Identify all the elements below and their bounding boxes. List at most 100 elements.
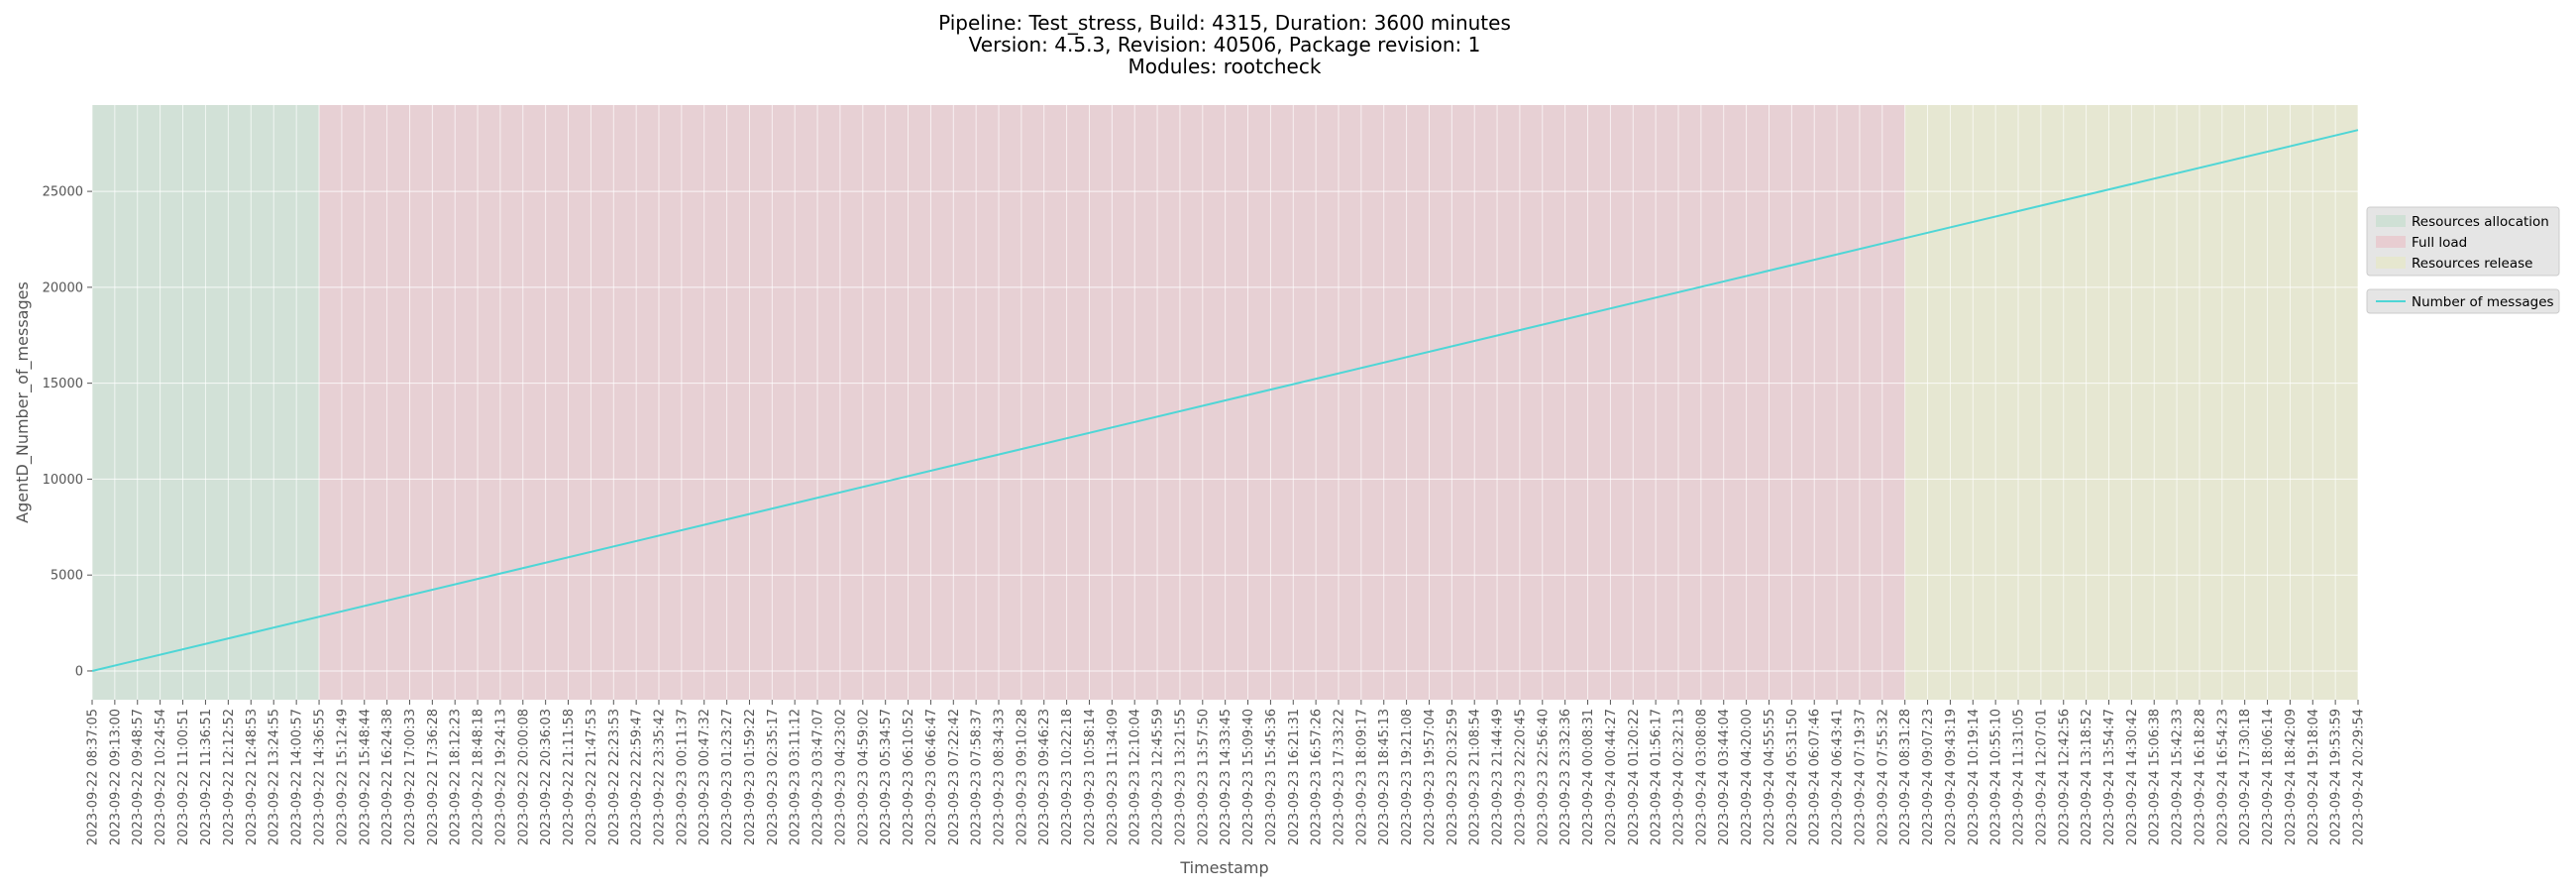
x-tick-label: 2023-09-23 23:32:36 — [1558, 709, 1573, 845]
x-tick-label: 2023-09-23 07:22:42 — [947, 709, 962, 845]
x-tick-label: 2023-09-23 00:11:37 — [675, 709, 690, 845]
x-tick-label: 2023-09-22 20:00:08 — [516, 709, 531, 845]
grid-lines — [91, 105, 2359, 700]
x-tick-label: 2023-09-22 14:00:57 — [290, 709, 305, 845]
x-tick-label: 2023-09-22 13:24:55 — [268, 709, 282, 845]
x-tick-label: 2023-09-23 09:10:28 — [1015, 709, 1029, 845]
x-tick-label: 2023-09-22 11:36:51 — [199, 709, 214, 845]
x-tick-label: 2023-09-23 04:23:02 — [833, 709, 848, 845]
x-tick-label: 2023-09-22 11:00:51 — [176, 709, 191, 845]
x-tick-label: 2023-09-23 18:45:13 — [1377, 709, 1392, 845]
x-tick-label: 2023-09-22 15:12:49 — [335, 709, 350, 845]
legend-phase-swatch — [2376, 257, 2406, 269]
series-line — [91, 129, 2359, 672]
x-tick-label: 2023-09-23 11:34:09 — [1106, 709, 1121, 845]
y-tick-label: 0 — [75, 664, 83, 679]
legend-series: Number of messages — [2366, 288, 2560, 314]
x-tick-label: 2023-09-23 03:11:12 — [789, 709, 804, 845]
x-tick-label: 2023-09-23 15:09:40 — [1241, 709, 1256, 845]
x-tick-label: 2023-09-24 20:29:54 — [2352, 709, 2367, 845]
y-axis-label: AgentD_Number_of_messages — [13, 281, 33, 523]
x-tick-label: 2023-09-24 02:32:13 — [1672, 709, 1687, 845]
x-tick-label: 2023-09-24 10:19:14 — [1967, 709, 1982, 845]
legend-phase-label: Full load — [2412, 235, 2467, 251]
x-tick-label: 2023-09-23 21:08:54 — [1468, 709, 1483, 845]
x-tick-label: 2023-09-22 09:13:00 — [108, 709, 123, 845]
x-tick-label: 2023-09-23 14:33:45 — [1219, 709, 1234, 845]
x-tick-label: 2023-09-23 10:58:14 — [1083, 709, 1098, 845]
x-tick-label: 2023-09-24 14:30:42 — [2125, 709, 2140, 845]
x-tick-label: 2023-09-22 16:24:38 — [380, 709, 395, 845]
x-tick-label: 2023-09-24 15:42:33 — [2171, 709, 2186, 845]
x-tick-label: 2023-09-23 08:34:33 — [993, 709, 1008, 845]
x-tick-label: 2023-09-22 21:11:58 — [562, 709, 577, 845]
x-tick-label: 2023-09-22 20:36:03 — [539, 709, 554, 845]
x-tick-label: 2023-09-23 19:21:08 — [1400, 709, 1415, 845]
x-tick-label: 2023-09-24 04:55:55 — [1763, 709, 1777, 845]
x-tick-label: 2023-09-23 12:10:04 — [1128, 709, 1143, 845]
x-tick-label: 2023-09-22 18:12:23 — [449, 709, 464, 845]
x-tick-label: 2023-09-23 05:34:57 — [879, 709, 894, 845]
x-tick-label: 2023-09-23 09:46:23 — [1037, 709, 1052, 845]
x-tick-label: 2023-09-24 01:20:22 — [1627, 709, 1642, 845]
x-tick-label: 2023-09-22 17:00:33 — [403, 709, 418, 845]
x-tick-label: 2023-09-23 06:46:47 — [924, 709, 939, 845]
x-tick-label: 2023-09-24 01:56:17 — [1650, 709, 1664, 845]
legend-phase-label: Resources release — [2412, 256, 2532, 272]
x-tick-label: 2023-09-24 13:18:52 — [2080, 709, 2094, 845]
x-tick-label: 2023-09-23 03:47:07 — [811, 709, 826, 845]
y-tick-label: 15000 — [43, 377, 83, 391]
y-tick-label: 25000 — [43, 185, 83, 200]
x-tick-label: 2023-09-23 16:57:26 — [1310, 709, 1325, 845]
x-tick-label: 2023-09-23 10:22:18 — [1060, 709, 1075, 845]
chart-title-line: Pipeline: Test_stress, Build: 4315, Dura… — [938, 11, 1511, 35]
x-tick-label: 2023-09-22 22:59:47 — [630, 709, 645, 845]
chart-title-line: Version: 4.5.3, Revision: 40506, Package… — [969, 33, 1481, 56]
x-tick-label: 2023-09-24 06:43:41 — [1831, 709, 1846, 845]
x-tick-label: 2023-09-24 12:42:56 — [2057, 709, 2072, 845]
x-tick-label: 2023-09-22 18:48:18 — [472, 709, 486, 845]
x-tick-label: 2023-09-23 04:59:02 — [856, 709, 871, 845]
legend-phases: Resources allocation Full load Resources r… — [2366, 206, 2560, 277]
x-tick-label: 2023-09-22 14:36:55 — [313, 709, 328, 845]
x-tick-label: 2023-09-24 17:30:18 — [2238, 709, 2253, 845]
x-tick-label: 2023-09-22 12:48:53 — [245, 709, 260, 845]
x-tick-label: 2023-09-22 10:24:54 — [154, 709, 168, 845]
x-tick-label: 2023-09-24 03:08:08 — [1694, 709, 1709, 845]
x-tick-label: 2023-09-23 20:32:59 — [1446, 709, 1460, 845]
x-tick-label: 2023-09-23 12:45:59 — [1151, 709, 1166, 845]
x-tick-label: 2023-09-24 03:44:04 — [1717, 709, 1732, 845]
y-tick-label: 20000 — [43, 280, 83, 295]
x-tick-label: 2023-09-24 16:54:23 — [2215, 709, 2230, 845]
x-tick-label: 2023-09-24 11:31:05 — [2012, 709, 2027, 845]
x-tick-label: 2023-09-24 04:20:00 — [1740, 709, 1755, 845]
x-tick-label: 2023-09-23 15:45:36 — [1264, 709, 1279, 845]
legend-phase-swatch — [2376, 236, 2406, 248]
x-tick-label: 2023-09-23 01:59:22 — [743, 709, 758, 845]
x-tick-label: 2023-09-23 13:57:50 — [1196, 709, 1211, 845]
y-tick-label: 5000 — [51, 569, 83, 584]
x-tick-label: 2023-09-24 06:07:46 — [1808, 709, 1823, 845]
x-tick-label: 2023-09-24 10:55:10 — [1989, 709, 2004, 845]
x-tick-label: 2023-09-22 17:36:28 — [426, 709, 441, 845]
x-tick-label: 2023-09-22 21:47:53 — [585, 709, 599, 845]
x-tick-label: 2023-09-23 18:09:17 — [1354, 709, 1369, 845]
x-tick-label: 2023-09-22 15:48:44 — [358, 709, 373, 845]
x-tick-label: 2023-09-23 01:23:27 — [720, 709, 735, 845]
x-tick-label: 2023-09-23 16:21:31 — [1287, 709, 1302, 845]
x-tick-label: 2023-09-24 00:44:27 — [1604, 709, 1619, 845]
legend-phase-swatch — [2376, 215, 2406, 227]
y-axis: 0 5000 10000 15000 20000 25000 — [43, 185, 92, 679]
x-tick-label: 2023-09-24 15:06:38 — [2148, 709, 2163, 845]
x-tick-label: 2023-09-22 19:24:13 — [493, 709, 508, 845]
x-tick-label: 2023-09-24 07:19:37 — [1853, 709, 1868, 845]
x-tick-label: 2023-09-24 09:07:23 — [1921, 709, 1936, 845]
y-tick-label: 10000 — [43, 473, 83, 488]
x-tick-label: 2023-09-24 19:53:59 — [2329, 709, 2344, 845]
chart-title-line: Modules: rootcheck — [1128, 55, 1322, 78]
legend-phases-box — [2366, 206, 2560, 277]
x-tick-label: 2023-09-24 07:55:32 — [1876, 709, 1890, 845]
x-tick-label: 2023-09-22 12:12:52 — [222, 709, 237, 845]
x-tick-label: 2023-09-24 00:08:31 — [1581, 709, 1596, 845]
